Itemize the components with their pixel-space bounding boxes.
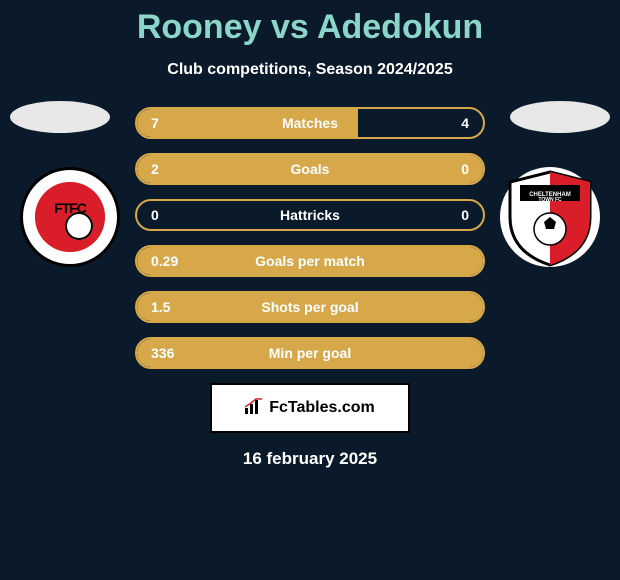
stat-left-value: 7	[137, 115, 197, 131]
stat-left-value: 0.29	[137, 253, 197, 269]
ball-icon	[65, 212, 93, 240]
svg-text:TOWN FC: TOWN FC	[538, 197, 562, 203]
stat-right-value: 0	[423, 207, 483, 223]
player-left-badge: FTFC	[20, 167, 120, 267]
comparison-content: FTFC CHELTENHAM TOWN FC 7Matches42Goals0…	[0, 107, 620, 369]
stat-label: Shots per goal	[197, 299, 423, 315]
stat-row: 336Min per goal	[135, 337, 485, 369]
stat-row: 0.29Goals per match	[135, 245, 485, 277]
chart-icon	[245, 398, 263, 419]
stat-row: 2Goals0	[135, 153, 485, 185]
stat-label: Hattricks	[197, 207, 423, 223]
stat-row: 0Hattricks0	[135, 199, 485, 231]
page-title: Rooney vs Adedokun	[0, 0, 620, 47]
stat-left-value: 0	[137, 207, 197, 223]
stat-left-value: 2	[137, 161, 197, 177]
player-left-silhouette	[10, 101, 110, 133]
subtitle: Club competitions, Season 2024/2025	[0, 61, 620, 79]
player-right-badge: CHELTENHAM TOWN FC	[500, 167, 600, 267]
stat-row: 1.5Shots per goal	[135, 291, 485, 323]
stat-right-value: 4	[423, 115, 483, 131]
stat-label: Goals per match	[197, 253, 423, 269]
stat-row: 7Matches4	[135, 107, 485, 139]
footer-site-text: FcTables.com	[269, 399, 375, 417]
stat-left-value: 336	[137, 345, 197, 361]
stat-label: Goals	[197, 161, 423, 177]
stat-label: Min per goal	[197, 345, 423, 361]
stat-label: Matches	[197, 115, 423, 131]
shield-icon: CHELTENHAM TOWN FC	[500, 167, 600, 267]
date-label: 16 february 2025	[0, 449, 620, 469]
badge-left-text: FTFC	[54, 200, 86, 216]
footer-site-badge[interactable]: FcTables.com	[210, 383, 410, 433]
stat-left-value: 1.5	[137, 299, 197, 315]
player-right-silhouette	[510, 101, 610, 133]
stats-table: 7Matches42Goals00Hattricks00.29Goals per…	[135, 107, 485, 369]
stat-right-value: 0	[423, 161, 483, 177]
